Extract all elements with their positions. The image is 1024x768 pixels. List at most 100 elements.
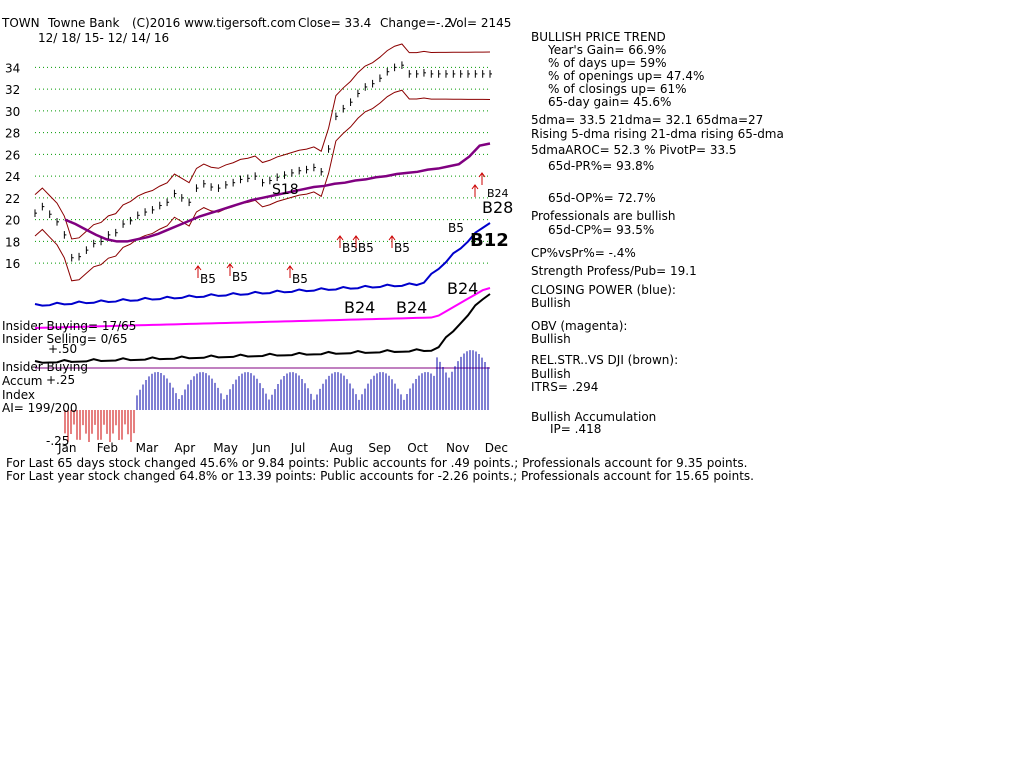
signal-label: B5	[394, 241, 410, 255]
insider-buying-count: Insider Buying= 17/65	[2, 319, 137, 333]
cp-vs-pr: CP%vsPr%= -.4%	[531, 246, 636, 260]
close-value: Close= 33.4	[298, 16, 372, 30]
buy-arrow-head	[478, 172, 486, 178]
rel-strength-status: Bullish	[531, 367, 571, 381]
ia-minus25-label: -.25	[46, 434, 70, 448]
accumulation-histogram	[35, 350, 490, 442]
accum-title: Bullish Accumulation	[531, 410, 657, 424]
price-grid	[35, 66, 490, 264]
professionals-status: Professionals are bullish	[531, 209, 676, 223]
signal-label: B5	[232, 270, 248, 284]
rel-strength-line	[34, 293, 491, 364]
month-label: Nov	[446, 441, 469, 455]
obv-status: Bullish	[531, 332, 571, 346]
y-tick-label: 34	[5, 61, 20, 75]
ma65	[64, 142, 491, 243]
obv-title: OBV (magenta):	[531, 319, 628, 333]
footer-65day: For Last 65 days stock changed 45.6% or …	[6, 456, 748, 470]
dma-values: 5dma= 33.5 21dma= 32.1 65dma=27	[531, 113, 764, 127]
closing-power	[34, 222, 491, 307]
buy-arrow-head	[286, 265, 294, 271]
ia-plus50-label: +.50	[48, 342, 78, 356]
buy-arrow-head	[352, 235, 360, 241]
lower-band	[34, 89, 491, 282]
month-label: Sep	[368, 441, 391, 455]
signal-label: B12	[470, 230, 509, 251]
trend-title: BULLISH PRICE TREND	[531, 30, 666, 44]
month-label: Dec	[485, 441, 508, 455]
y-tick-label: 32	[5, 83, 20, 97]
footer-year: For Last year stock changed 64.8% or 13.…	[6, 469, 754, 483]
strength-ratio: Strength Profess/Pub= 19.1	[531, 264, 697, 278]
month-label: Aug	[330, 441, 353, 455]
price-bars	[34, 61, 492, 262]
change-value: Change=-.2	[380, 16, 452, 30]
ticker: TOWN	[2, 16, 40, 30]
rising-dma: Rising 5-dma rising 21-dma rising 65-dma	[531, 127, 784, 141]
cp-65d: 65d-CP%= 93.5%	[548, 223, 655, 237]
y-tick-label: 20	[5, 214, 20, 228]
bollinger-bands	[34, 43, 491, 282]
y-tick-label: 18	[5, 235, 20, 249]
ia-title-accum: Accum	[2, 374, 43, 388]
signal-label: S18	[272, 182, 299, 198]
insider-selling-count: Insider Selling= 0/65	[2, 332, 128, 346]
month-label: Apr	[174, 441, 195, 455]
y-tick-label: 22	[5, 192, 20, 206]
rel-strength-title: REL.STR..VS DJI (brown):	[531, 353, 679, 367]
signal-label: B24	[344, 298, 375, 317]
buy-arrow-head	[194, 265, 202, 271]
month-label: Jan	[57, 441, 77, 455]
y-tick-label: 24	[5, 170, 20, 184]
y-tick-label: 26	[5, 148, 20, 162]
y-tick-label: 16	[5, 257, 20, 271]
date-range: 12/ 18/ 15- 12/ 14/ 16	[38, 31, 170, 45]
openings-up: % of openings up= 47.4%	[548, 69, 705, 83]
gain-65day: 65-day gain= 45.6%	[548, 95, 672, 109]
years-gain: Year's Gain= 66.9%	[548, 43, 667, 57]
buy-arrow-head	[471, 184, 479, 190]
pr-65d: 65d-PR%= 93.8%	[548, 159, 655, 173]
buy-arrow-head	[226, 263, 234, 269]
volume-value: Vol= 2145	[449, 16, 512, 30]
aroc-pivot: 5dmaAROC= 52.3 % PivotP= 33.5	[531, 143, 737, 157]
obv	[34, 287, 491, 329]
signal-label: B5	[200, 272, 216, 286]
signal-label: B24	[487, 187, 509, 200]
closing-power-title: CLOSING POWER (blue):	[531, 283, 676, 297]
month-label: Feb	[97, 441, 118, 455]
obv-line	[34, 287, 491, 329]
ia-title-insider: Insider Buying	[2, 360, 88, 374]
closings-up: % of closings up= 61%	[548, 82, 687, 96]
buy-arrow-head	[388, 235, 396, 241]
ma65-line	[64, 142, 491, 243]
ia-plus25-label: +.25	[46, 373, 76, 387]
price-axis-labels: 16 18 20 22 24 26 28 30 32 34	[5, 61, 20, 271]
ip-value: IP= .418	[550, 422, 602, 436]
y-tick-label: 28	[5, 127, 20, 141]
itrs-value: ITRS= .294	[531, 380, 599, 394]
y-tick-label: 30	[5, 105, 20, 119]
month-label: Jun	[251, 441, 271, 455]
days-up: % of days up= 59%	[548, 56, 667, 70]
buy-arrow-head	[336, 235, 344, 241]
rel-strength	[34, 293, 491, 364]
month-label: Jul	[290, 441, 305, 455]
month-label: Oct	[407, 441, 428, 455]
signal-label: B5	[448, 221, 464, 235]
copyright: (C)2016 www.tigersoft.com	[132, 16, 296, 30]
closing-power-line	[34, 222, 491, 307]
signal-label: B24	[396, 298, 427, 317]
month-label: May	[213, 441, 238, 455]
month-labels: Jan Feb Mar Apr May Jun Jul Aug Sep Oct Nov Dec	[57, 441, 508, 455]
ia-title-index: Index	[2, 388, 36, 402]
signal-label: B24	[447, 279, 478, 298]
signal-label: B28	[482, 198, 513, 217]
op-65d: 65d-OP%= 72.7%	[548, 191, 656, 205]
month-label: Mar	[136, 441, 159, 455]
company-name: Towne Bank	[48, 16, 120, 30]
upper-band	[34, 43, 491, 240]
closing-power-status: Bullish	[531, 296, 571, 310]
